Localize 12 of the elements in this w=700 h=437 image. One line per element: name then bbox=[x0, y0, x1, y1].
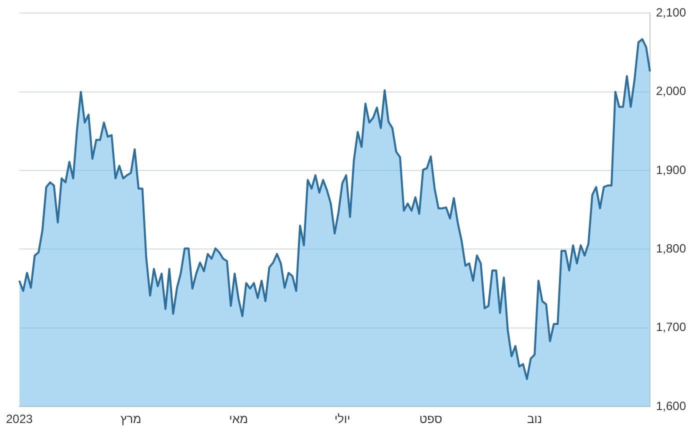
x-tick-label: יולי bbox=[334, 412, 350, 426]
y-tick-label: 1,800 bbox=[656, 242, 686, 256]
x-tick-label: מרץ bbox=[120, 412, 142, 426]
x-tick-label: 2023 bbox=[6, 412, 34, 426]
x-tick-label: ספט bbox=[419, 412, 442, 426]
x-tick-label: מאי bbox=[229, 412, 248, 426]
y-tick-label: 2,000 bbox=[656, 84, 686, 98]
y-tick-label: 1,600 bbox=[656, 398, 686, 413]
y-tick-label: 1,900 bbox=[656, 162, 686, 177]
x-tick-label: נוב bbox=[527, 412, 542, 426]
y-tick-label: 2,100 bbox=[656, 6, 686, 20]
y-tick-label: 1,700 bbox=[656, 320, 686, 334]
